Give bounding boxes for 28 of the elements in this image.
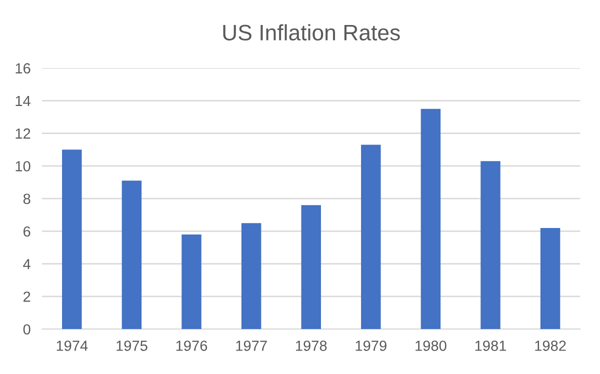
bar (62, 150, 82, 330)
y-tick-label: 6 (24, 226, 30, 237)
bar (301, 205, 321, 330)
bar (540, 228, 560, 330)
x-tick-label: 1977 (236, 340, 267, 351)
y-tick-label: 0 (23, 324, 30, 335)
bar (480, 161, 500, 330)
y-tick-label: 8 (23, 194, 30, 204)
x-tick-label: 1982 (535, 340, 566, 351)
x-tick-label: 1980 (416, 340, 446, 351)
x-tick-label: 1978 (296, 340, 327, 351)
y-tick-label: 14 (16, 96, 30, 106)
bar (122, 180, 142, 330)
x-tick-label: 1976 (176, 340, 208, 351)
chart-title: US Inflation Rates (223, 24, 400, 41)
bar (361, 144, 381, 330)
y-tick-label: 4 (23, 259, 30, 270)
y-tick-label: 16 (16, 63, 30, 74)
bar (241, 223, 262, 330)
x-tick-label: 1981 (475, 340, 506, 351)
x-tick-label: 1975 (116, 340, 148, 351)
x-tick-label: 1979 (356, 340, 386, 351)
x-tick-label: 1974 (56, 340, 88, 351)
y-tick-label: 2 (24, 292, 30, 302)
bar (182, 234, 202, 330)
bar (420, 108, 441, 330)
y-tick-label: 10 (16, 161, 30, 172)
y-tick-label: 12 (16, 128, 30, 139)
